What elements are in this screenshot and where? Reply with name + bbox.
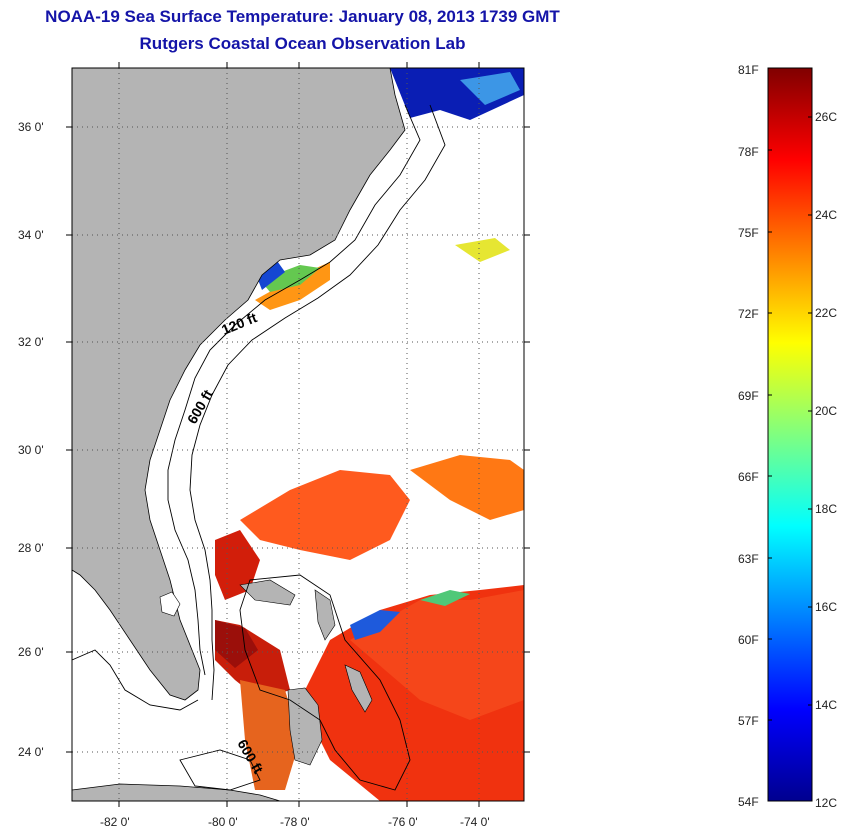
cb-label-18c: 18C xyxy=(815,502,837,516)
colorbar-celsius-labels: 26C 24C 22C 20C 18C 16C 14C 12C xyxy=(815,110,837,810)
sst-patch-east xyxy=(350,590,524,720)
sst-patch-outer-banks-cyan xyxy=(460,72,520,105)
cb-label-54f: 54F xyxy=(738,795,759,809)
lat-label-30: 30 0' xyxy=(18,443,44,457)
grand-bahama-island xyxy=(239,579,296,606)
cb-label-69f: 69F xyxy=(738,389,759,403)
map-frame xyxy=(71,67,525,802)
sst-patch-blue-band xyxy=(350,610,400,640)
longitude-labels: -82 0' -80 0' -78 0' -76 0' -74 0' xyxy=(100,815,490,829)
contour-120ft xyxy=(167,104,421,676)
cb-label-24c: 24C xyxy=(815,208,837,222)
graticule xyxy=(72,68,524,801)
abaco-island xyxy=(314,589,336,641)
lon-label-74: -74 0' xyxy=(460,815,490,829)
lon-label-82: -82 0' xyxy=(100,815,130,829)
sst-patch-coastal-blue xyxy=(255,258,285,290)
lon-label-80: -80 0' xyxy=(208,815,238,829)
sst-patch-yellow-north xyxy=(455,238,510,262)
lat-label-34: 34 0' xyxy=(18,228,44,242)
contour-bahamas-bank xyxy=(239,574,411,791)
lat-label-26: 26 0' xyxy=(18,645,44,659)
colorbar xyxy=(767,67,813,802)
figure-subtitle: Rutgers Coastal Ocean Observation Lab xyxy=(139,34,466,53)
sst-patch-coastal-green xyxy=(260,265,320,292)
cb-label-57f: 57F xyxy=(738,714,759,728)
cb-label-16c: 16C xyxy=(815,600,837,614)
colorbar-ticks xyxy=(768,116,812,721)
cuba-land xyxy=(72,783,281,801)
cb-label-81f: 81F xyxy=(738,63,759,77)
cb-label-66f: 66F xyxy=(738,470,759,484)
cb-label-20c: 20C xyxy=(815,404,837,418)
land-layer xyxy=(72,68,406,801)
axis-ticks xyxy=(66,62,530,807)
lat-label-36: 36 0' xyxy=(18,120,44,134)
lon-label-76: -76 0' xyxy=(388,815,418,829)
figure-title: NOAA-19 Sea Surface Temperature: January… xyxy=(45,7,560,26)
lake-okeechobee xyxy=(159,591,181,617)
contour-keys xyxy=(72,649,199,711)
cb-label-12c: 12C xyxy=(815,796,837,810)
andros-island xyxy=(287,687,323,766)
cb-label-75f: 75F xyxy=(738,226,759,240)
eleuthera-island xyxy=(344,664,373,713)
cb-label-72f: 72F xyxy=(738,307,759,321)
sst-patch-green-band xyxy=(420,590,470,606)
lat-label-28: 28 0' xyxy=(18,541,44,555)
contour-cuba-shelf xyxy=(179,749,261,791)
sst-patch-south-orange xyxy=(240,680,300,790)
bathymetry-contours xyxy=(72,104,446,791)
lat-label-32: 32 0' xyxy=(18,335,44,349)
latitude-labels: 36 0' 34 0' 32 0' 30 0' 28 0' 26 0' 24 0… xyxy=(18,120,44,759)
cb-label-60f: 60F xyxy=(738,633,759,647)
sst-patch-northeast-orange xyxy=(410,455,524,520)
cb-label-14c: 14C xyxy=(815,698,837,712)
lon-label-78: -78 0' xyxy=(280,815,310,829)
cb-label-78f: 78F xyxy=(738,145,759,159)
contour-600ft xyxy=(189,104,446,701)
sst-patch-central xyxy=(240,470,410,560)
lat-label-24: 24 0' xyxy=(18,745,44,759)
map-content: 120 ft 600 ft 600 ft xyxy=(72,68,524,801)
colorbar-fahrenheit-labels: 81F 78F 75F 72F 69F 66F 63F 60F 57F 54F xyxy=(738,63,759,809)
cb-label-26c: 26C xyxy=(815,110,837,124)
cb-label-22c: 22C xyxy=(815,306,837,320)
cb-label-63f: 63F xyxy=(738,552,759,566)
us-east-coast-land xyxy=(72,68,406,701)
